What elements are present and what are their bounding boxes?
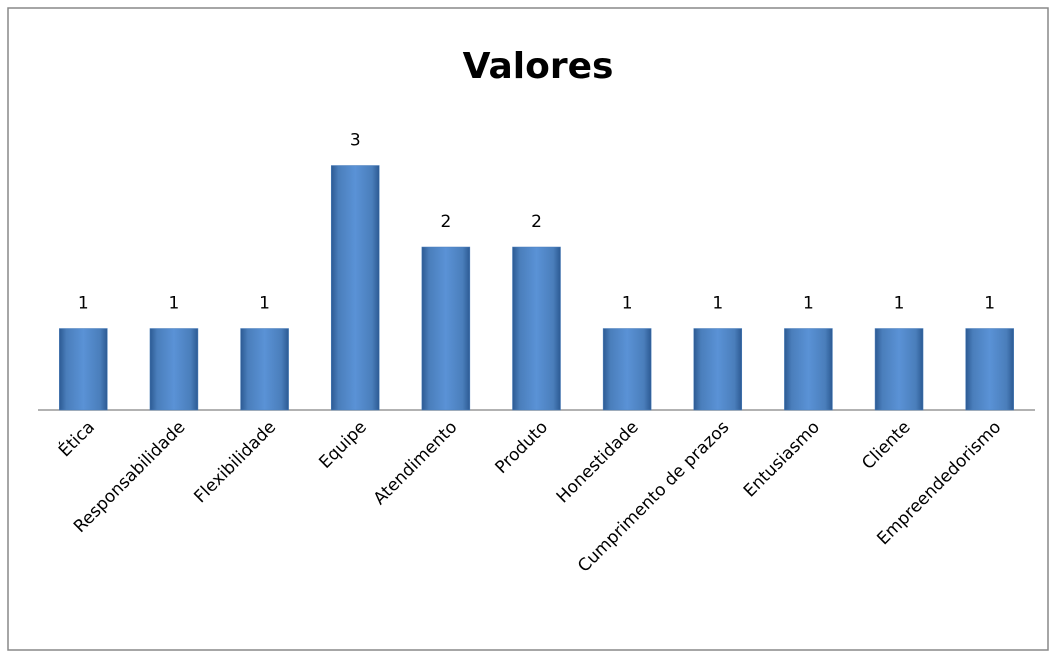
data-label: 2	[531, 212, 542, 232]
bar	[874, 328, 924, 411]
data-label: 1	[169, 294, 180, 314]
bar	[602, 328, 652, 411]
data-label: 1	[78, 294, 89, 314]
bar	[512, 246, 561, 411]
bar	[149, 328, 199, 411]
data-label: 3	[350, 131, 361, 151]
bar	[421, 246, 471, 411]
bar	[330, 165, 380, 411]
data-label: 1	[622, 294, 633, 314]
bar	[693, 328, 743, 411]
data-label: 1	[984, 294, 995, 314]
data-label: 1	[803, 294, 814, 314]
data-label: 1	[259, 294, 270, 314]
chart-title: Valores	[463, 46, 614, 87]
bar	[59, 328, 108, 411]
bar	[784, 328, 833, 411]
data-label: 1	[712, 294, 723, 314]
data-label: 2	[440, 212, 451, 232]
data-label: 1	[894, 294, 905, 314]
bar	[240, 328, 289, 411]
bar	[965, 328, 1014, 411]
